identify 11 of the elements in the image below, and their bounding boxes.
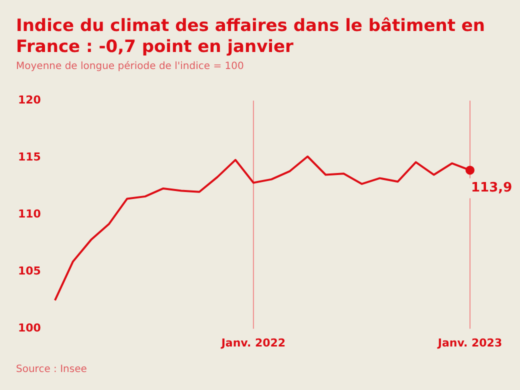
chart-subtitle: Moyenne de longue période de l'indice = 100 — [16, 61, 244, 72]
data-label: 113,9 — [471, 180, 512, 196]
y-tick-label: 120 — [18, 93, 42, 106]
y-tick-label: 100 — [18, 322, 42, 335]
y-tick-label: 105 — [18, 264, 41, 278]
source-note: Source : Insee — [16, 364, 87, 375]
x-tick-label: Janv. 2023 — [436, 336, 502, 350]
chart-title: Indice du climat des affaires dans le bâtiment en France : -0,7 point en janvier — [16, 16, 486, 58]
y-tick-label: 110 — [18, 208, 42, 221]
y-tick-label: 115 — [18, 150, 41, 164]
x-tick-label: Janv. 2022 — [220, 336, 286, 350]
